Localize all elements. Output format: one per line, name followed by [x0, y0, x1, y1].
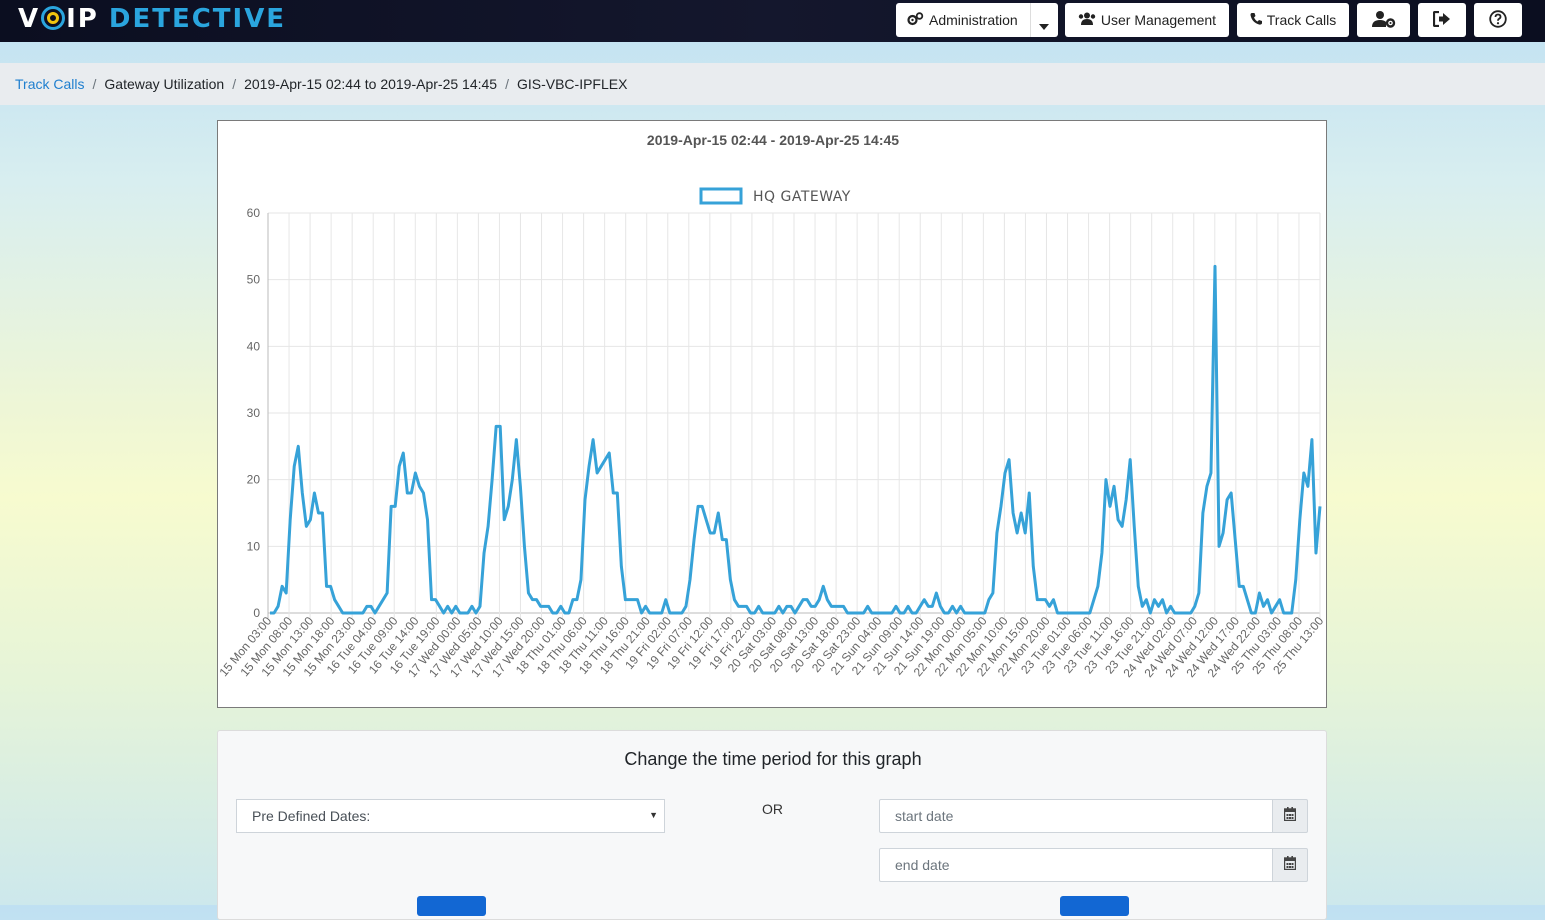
- apply-custom-range-button[interactable]: [1060, 896, 1129, 916]
- start-date-input[interactable]: start date: [879, 799, 1273, 833]
- predefined-dates-value: Pre Defined Dates:: [252, 808, 371, 824]
- administration-dropdown[interactable]: Administration: [896, 3, 1058, 37]
- breadcrumb-date-range: 2019-Apr-15 02:44 to 2019-Apr-25 14:45: [244, 76, 498, 92]
- breadcrumb-gateway-utilization: Gateway Utilization: [104, 76, 225, 92]
- question-circle-icon: [1489, 9, 1507, 31]
- brand-detective: DETECTIVE: [108, 4, 287, 34]
- gears-icon: [907, 11, 924, 29]
- select-caret-icon: ▼: [649, 810, 658, 820]
- calendar-icon: [1283, 855, 1297, 875]
- apply-predefined-button[interactable]: [417, 896, 486, 916]
- help-button[interactable]: [1474, 3, 1522, 37]
- user-management-label: User Management: [1100, 12, 1217, 28]
- time-period-form: Change the time period for this graph Pr…: [217, 730, 1327, 920]
- track-calls-label: Track Calls: [1266, 12, 1337, 28]
- breadcrumb-separator: /: [505, 76, 509, 92]
- top-navbar: V IP DETECTIVE Administration User Managem…: [0, 0, 1545, 42]
- track-calls-button[interactable]: Track Calls: [1237, 3, 1349, 37]
- end-date-placeholder: end date: [895, 857, 950, 873]
- y-tick-label: 10: [247, 539, 261, 553]
- breadcrumb-separator: /: [232, 76, 237, 92]
- gateway-utilization-chart: 0 10 20 30 40 50 60 15 Mon 03:00 15 Mon 08:00 15…: [217, 120, 1327, 708]
- breadcrumb-separator: /: [92, 76, 97, 92]
- legend-swatch: [699, 187, 743, 205]
- breadcrumb-gateway-name: GIS-VBC-IPFLEX: [516, 76, 628, 92]
- user-cog-icon: [1371, 10, 1396, 31]
- brand-v: V: [18, 4, 41, 34]
- or-label: OR: [762, 801, 783, 817]
- chart-title: 2019-Apr-15 02:44 - 2019-Apr-25 14:45: [647, 132, 899, 148]
- user-settings-button[interactable]: [1357, 3, 1410, 37]
- users-icon: [1078, 12, 1096, 28]
- y-tick-label: 20: [247, 473, 261, 487]
- y-tick-label: 0: [253, 606, 260, 620]
- y-tick-label: 30: [247, 406, 261, 420]
- series-line-hq-gateway: [270, 264, 1322, 615]
- logout-button[interactable]: [1418, 3, 1466, 37]
- breadcrumb-track-calls[interactable]: Track Calls: [15, 76, 85, 92]
- start-date-placeholder: start date: [895, 808, 954, 824]
- start-date-calendar-button[interactable]: [1272, 799, 1308, 833]
- legend-label: HQ GATEWAY: [753, 189, 851, 205]
- brand-ip: IP: [66, 4, 99, 34]
- end-date-calendar-button[interactable]: [1272, 848, 1308, 882]
- phone-icon: [1250, 12, 1262, 28]
- caret-down-icon[interactable]: [1039, 17, 1049, 33]
- brand-logo[interactable]: V IP DETECTIVE: [18, 2, 286, 36]
- form-title: Change the time period for this graph: [624, 749, 922, 769]
- administration-label: Administration: [929, 12, 1018, 28]
- user-management-button[interactable]: User Management: [1065, 3, 1229, 37]
- predefined-dates-select[interactable]: Pre Defined Dates: ▼: [236, 799, 665, 833]
- y-tick-label: 60: [247, 206, 261, 220]
- calendar-icon: [1283, 806, 1297, 826]
- sign-out-icon: [1432, 10, 1451, 30]
- y-tick-label: 40: [247, 339, 261, 353]
- y-tick-label: 50: [247, 273, 261, 287]
- breadcrumb: Track Calls / Gateway Utilization / 2019…: [0, 63, 1545, 105]
- end-date-input[interactable]: end date: [879, 848, 1273, 882]
- logo-ring-icon: [41, 6, 66, 30]
